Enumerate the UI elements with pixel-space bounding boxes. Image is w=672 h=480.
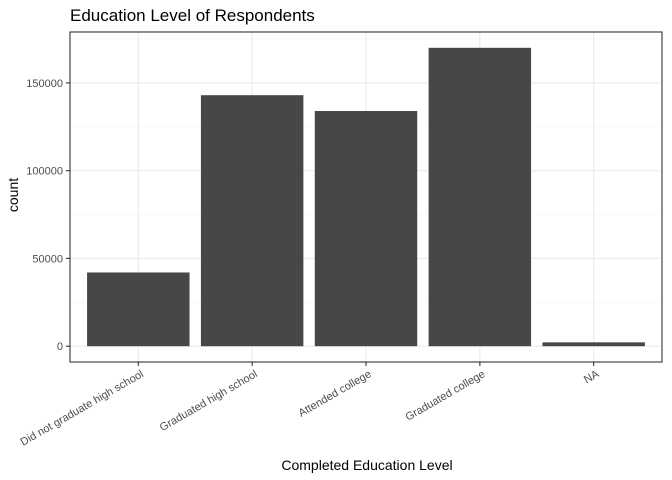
bar xyxy=(428,47,532,347)
y-tick-label: 100000 xyxy=(26,166,63,178)
x-axis-title: Completed Education Level xyxy=(281,457,452,473)
bar xyxy=(200,95,304,347)
x-tick-label: Graduated high school xyxy=(158,368,260,434)
x-tick-label: Graduated college xyxy=(403,368,487,423)
bar xyxy=(542,342,645,347)
chart-title: Education Level of Respondents xyxy=(70,6,315,25)
bar xyxy=(87,272,190,347)
y-tick-label: 150000 xyxy=(26,78,63,90)
bar xyxy=(314,110,418,347)
y-tick-label: 0 xyxy=(57,341,63,353)
y-axis-title: count xyxy=(5,178,21,212)
x-tick-label: NA xyxy=(582,368,602,386)
x-tick-label: Attended college xyxy=(297,368,374,419)
plot-panel: 0 50000 100000 150000 Did not graduate high … xyxy=(19,31,663,449)
y-tick-label: 50000 xyxy=(32,253,63,265)
x-tick-label: Did not graduate high school xyxy=(19,368,146,448)
